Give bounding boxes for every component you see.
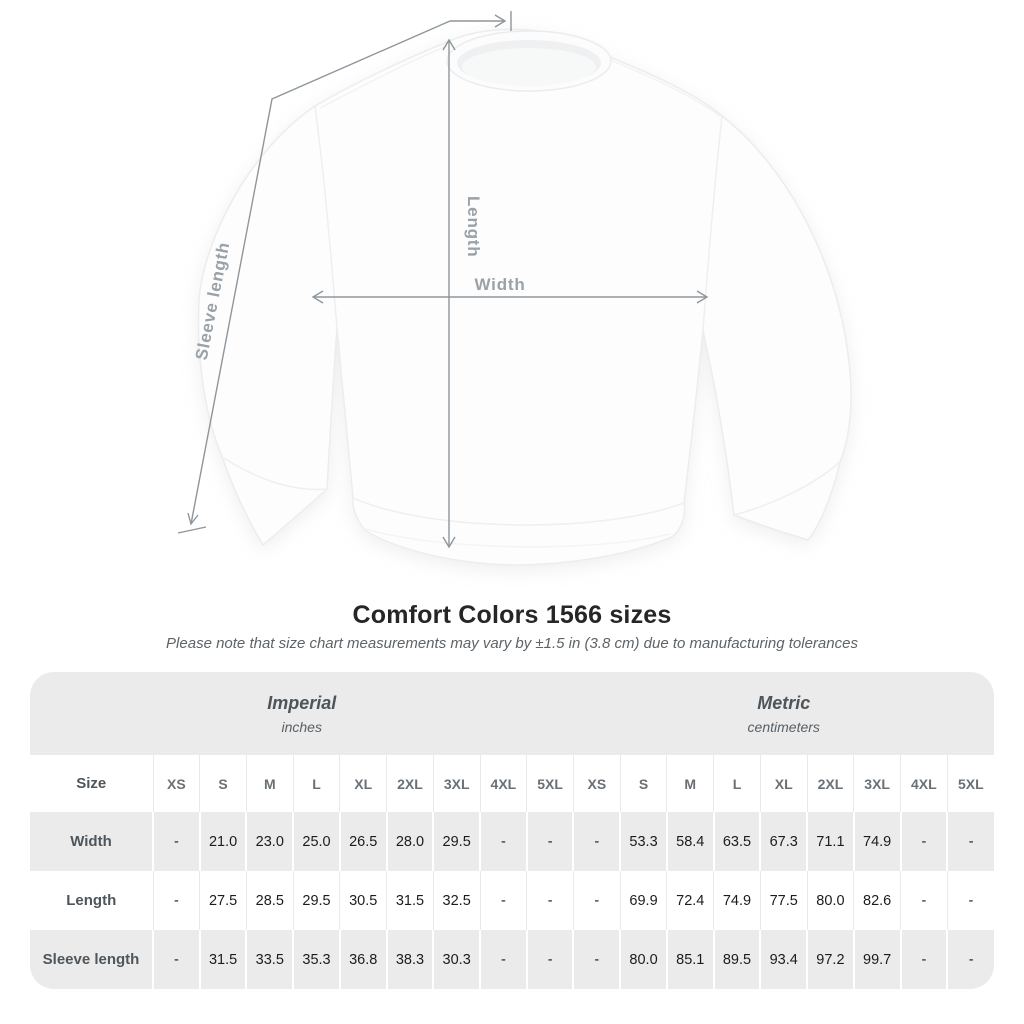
table-cell: 35.3 bbox=[292, 930, 340, 989]
metric-label: Metric bbox=[757, 692, 811, 713]
table-cell: - bbox=[479, 812, 527, 871]
table-cell: 97.2 bbox=[806, 930, 854, 989]
table-cell: 85.1 bbox=[665, 930, 714, 989]
size-col-header: S bbox=[619, 755, 667, 812]
table-cell: - bbox=[152, 871, 200, 930]
size-col-header: 5XL bbox=[526, 755, 574, 812]
table-cell: 74.9 bbox=[852, 812, 901, 871]
size-col-header: 5XL bbox=[946, 755, 994, 812]
page-subtitle: Please note that size chart measurements… bbox=[166, 635, 858, 652]
table-cell: 93.4 bbox=[759, 930, 808, 989]
table-cell: 25.0 bbox=[292, 812, 340, 871]
sweatshirt-diagram-svg: Length Width Sleeve length bbox=[177, 11, 852, 566]
table-cell: - bbox=[525, 812, 574, 871]
table-cell: - bbox=[152, 930, 200, 989]
size-col-header: 4XL bbox=[900, 755, 948, 812]
size-col-header: S bbox=[199, 755, 247, 812]
table-cell: - bbox=[525, 930, 574, 989]
size-header-row: Size XS S M L XL 2XL 3XL 4XL 5XL XS S M … bbox=[30, 755, 994, 812]
table-row-length: Length - 27.5 28.5 29.5 30.5 31.5 32.5 -… bbox=[30, 871, 994, 930]
length-arrow bbox=[442, 38, 456, 549]
size-col-header: 3XL bbox=[853, 755, 901, 812]
table-cell: 31.5 bbox=[386, 871, 434, 930]
table-cell: 80.0 bbox=[619, 930, 667, 989]
table-cell: 82.6 bbox=[853, 871, 901, 930]
table-cell: - bbox=[572, 812, 621, 871]
width-arrow bbox=[311, 290, 709, 304]
collar bbox=[446, 30, 612, 92]
table-cell: 72.4 bbox=[666, 871, 714, 930]
table-cell: 27.5 bbox=[199, 871, 247, 930]
size-col-header: 4XL bbox=[479, 755, 527, 812]
table-cell: 69.9 bbox=[619, 871, 667, 930]
table-cell: 58.4 bbox=[665, 812, 714, 871]
imperial-group-header: Imperial inches bbox=[30, 672, 574, 755]
table-cell: - bbox=[572, 930, 621, 989]
length-label: Length bbox=[464, 196, 483, 257]
table-cell: 53.3 bbox=[619, 812, 667, 871]
table-cell: 74.9 bbox=[713, 871, 761, 930]
table-cell: 30.5 bbox=[339, 871, 387, 930]
table-cell: 38.3 bbox=[385, 930, 434, 989]
table-cell: - bbox=[946, 930, 994, 989]
size-col-header: XS bbox=[152, 755, 200, 812]
row-label-width: Width bbox=[30, 812, 153, 871]
table-cell: 28.0 bbox=[385, 812, 434, 871]
metric-unit: centimeters bbox=[747, 718, 820, 735]
imperial-unit: inches bbox=[281, 718, 322, 735]
size-chart-table: Imperial inches Metric centimeters Size … bbox=[30, 672, 994, 989]
table-row-width: Width - 21.0 23.0 25.0 26.5 28.0 29.5 - … bbox=[30, 812, 994, 871]
size-col-header: 2XL bbox=[806, 755, 854, 812]
size-header: Size bbox=[30, 755, 153, 812]
size-col-header: XL bbox=[339, 755, 387, 812]
row-label-length: Length bbox=[30, 871, 153, 930]
table-cell: - bbox=[152, 812, 200, 871]
size-col-header: L bbox=[292, 755, 340, 812]
table-cell: - bbox=[479, 930, 527, 989]
table-cell: 32.5 bbox=[432, 871, 481, 930]
table-cell: 89.5 bbox=[712, 930, 761, 989]
table-cell: 30.3 bbox=[432, 930, 481, 989]
size-col-header: XL bbox=[759, 755, 808, 812]
width-label: Width bbox=[474, 275, 525, 294]
table-cell: - bbox=[526, 871, 574, 930]
size-col-header: M bbox=[666, 755, 714, 812]
table-cell: 77.5 bbox=[759, 871, 808, 930]
size-col-header: XS bbox=[572, 755, 621, 812]
metric-group-header: Metric centimeters bbox=[573, 672, 994, 755]
table-cell: 67.3 bbox=[759, 812, 808, 871]
table-cell: - bbox=[572, 871, 621, 930]
table-cell: 36.8 bbox=[338, 930, 387, 989]
table-cell: - bbox=[479, 871, 527, 930]
row-label-sleeve-length: Sleeve length bbox=[30, 930, 153, 989]
table-cell: - bbox=[946, 812, 994, 871]
imperial-label: Imperial bbox=[267, 692, 337, 713]
table-cell: 71.1 bbox=[806, 812, 854, 871]
table-cell: 26.5 bbox=[338, 812, 387, 871]
sleeve-length-arrow bbox=[177, 11, 512, 534]
size-diagram: Length Width Sleeve length bbox=[177, 11, 852, 566]
table-cell: 33.5 bbox=[245, 930, 294, 989]
table-cell: 63.5 bbox=[712, 812, 761, 871]
table-cell: 23.0 bbox=[245, 812, 294, 871]
table-cell: - bbox=[899, 812, 948, 871]
table-cell: 80.0 bbox=[806, 871, 854, 930]
size-col-header: 3XL bbox=[432, 755, 481, 812]
table-cell: 31.5 bbox=[198, 930, 247, 989]
table-cell: 29.5 bbox=[292, 871, 340, 930]
table-cell: - bbox=[900, 871, 948, 930]
table-cell: 21.0 bbox=[198, 812, 247, 871]
table-cell: 28.5 bbox=[245, 871, 294, 930]
table-cell: - bbox=[899, 930, 948, 989]
size-col-header: L bbox=[713, 755, 761, 812]
unit-group-row: Imperial inches Metric centimeters bbox=[30, 672, 994, 755]
table-cell: 29.5 bbox=[432, 812, 481, 871]
page-title: Comfort Colors 1566 sizes bbox=[352, 601, 672, 629]
size-col-header: 2XL bbox=[386, 755, 434, 812]
table-cell: 99.7 bbox=[852, 930, 901, 989]
table-row-sleeve-length: Sleeve length - 31.5 33.5 35.3 36.8 38.3… bbox=[30, 930, 994, 989]
sweatshirt-details bbox=[223, 45, 841, 548]
table-cell: - bbox=[946, 871, 994, 930]
size-col-header: M bbox=[245, 755, 294, 812]
